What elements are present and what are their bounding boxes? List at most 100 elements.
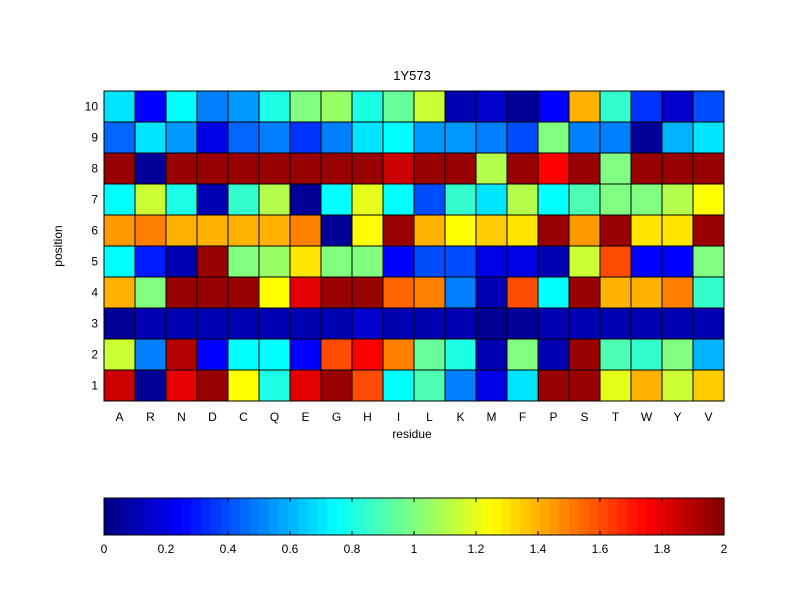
colorbar-band bbox=[549, 498, 560, 535]
heatmap-cell bbox=[320, 90, 353, 123]
colorbar-tick-label: 0.8 bbox=[344, 542, 361, 556]
heatmap-cell bbox=[661, 183, 694, 216]
heatmap-cell bbox=[568, 338, 601, 371]
heatmap-cell bbox=[165, 276, 198, 309]
colorbar-band bbox=[675, 498, 686, 535]
y-tick-label: 8 bbox=[91, 162, 98, 176]
heatmap-cell bbox=[475, 152, 508, 185]
heatmap-cell bbox=[537, 276, 570, 309]
heatmap-cell bbox=[475, 214, 508, 247]
heatmap-cell bbox=[444, 245, 477, 278]
heatmap-cell bbox=[289, 90, 322, 123]
heatmap-cell bbox=[196, 214, 229, 247]
heatmap-cell bbox=[165, 369, 198, 402]
x-tick-label: K bbox=[456, 410, 464, 424]
heatmap-cell bbox=[568, 183, 601, 216]
heatmap-cell bbox=[320, 307, 353, 340]
heatmap-cell bbox=[165, 183, 198, 216]
colorbar-band bbox=[365, 498, 376, 535]
heatmap-cell bbox=[568, 307, 601, 340]
x-tick-label: R bbox=[146, 410, 155, 424]
x-tick-label: V bbox=[704, 410, 712, 424]
heatmap-cell bbox=[165, 121, 198, 154]
x-tick-label: M bbox=[487, 410, 497, 424]
heatmap-cell bbox=[196, 152, 229, 185]
colorbar-band bbox=[656, 498, 667, 535]
heatmap-cell bbox=[692, 276, 725, 309]
colorbar-band bbox=[152, 498, 163, 535]
heatmap-cell bbox=[599, 245, 632, 278]
heatmap-cell bbox=[599, 369, 632, 402]
heatmap-cell bbox=[568, 152, 601, 185]
heatmap-cell bbox=[351, 183, 384, 216]
colorbar-band bbox=[220, 498, 231, 535]
colorbar-band bbox=[162, 498, 173, 535]
heatmap-cell bbox=[196, 369, 229, 402]
colorbar-band bbox=[520, 498, 531, 535]
heatmap-cell bbox=[444, 183, 477, 216]
heatmap-cell bbox=[351, 338, 384, 371]
y-axis-label: position bbox=[51, 225, 65, 266]
heatmap-cell bbox=[568, 245, 601, 278]
colorbar-tick-label: 1.8 bbox=[654, 542, 671, 556]
heatmap-cell bbox=[661, 369, 694, 402]
heatmap-cell bbox=[692, 338, 725, 371]
heatmap-cell bbox=[351, 276, 384, 309]
heatmap-cell bbox=[506, 90, 539, 123]
colorbar-band bbox=[404, 498, 415, 535]
heatmap-cell bbox=[630, 121, 663, 154]
heatmap-cell bbox=[227, 338, 260, 371]
x-tick-label: F bbox=[519, 410, 526, 424]
y-tick-label: 2 bbox=[91, 348, 98, 362]
heatmap-cell bbox=[258, 152, 291, 185]
heatmap-cell bbox=[630, 369, 663, 402]
heatmap-cell bbox=[351, 245, 384, 278]
heatmap-cell bbox=[475, 276, 508, 309]
heatmap-cell bbox=[382, 245, 415, 278]
y-tick-label: 1 bbox=[91, 379, 98, 393]
colorbar-band bbox=[113, 498, 124, 535]
heatmap-cell bbox=[537, 90, 570, 123]
heatmap-cell bbox=[382, 338, 415, 371]
heatmap-cell bbox=[692, 214, 725, 247]
heatmap-cell bbox=[475, 307, 508, 340]
heatmap-cell bbox=[320, 214, 353, 247]
heatmap-cell bbox=[630, 276, 663, 309]
heatmap-cell bbox=[413, 307, 446, 340]
x-tick-label: A bbox=[115, 410, 123, 424]
heatmap-cell bbox=[351, 90, 384, 123]
x-axis-label: residue bbox=[392, 427, 432, 441]
y-tick-label: 5 bbox=[91, 255, 98, 269]
y-tick-label: 3 bbox=[91, 317, 98, 331]
heatmap-cell bbox=[134, 214, 167, 247]
heatmap-cell bbox=[351, 214, 384, 247]
colorbar-band bbox=[462, 498, 473, 535]
colorbar-band bbox=[704, 498, 715, 535]
heatmap-cell bbox=[196, 307, 229, 340]
colorbar-tick-label: 0.6 bbox=[282, 542, 299, 556]
heatmap-cell bbox=[537, 307, 570, 340]
heatmap-cell bbox=[475, 369, 508, 402]
heatmap-cell bbox=[382, 214, 415, 247]
heatmap-cell bbox=[289, 307, 322, 340]
heatmap-cell bbox=[258, 214, 291, 247]
heatmap-cell bbox=[599, 183, 632, 216]
colorbar-band bbox=[288, 498, 299, 535]
colorbar-band bbox=[491, 498, 502, 535]
colorbar-band bbox=[346, 498, 357, 535]
heatmap-cell bbox=[258, 90, 291, 123]
heatmap-cell bbox=[444, 307, 477, 340]
heatmap-cell bbox=[196, 276, 229, 309]
colorbar-band bbox=[200, 498, 212, 535]
heatmap-cell bbox=[568, 369, 601, 402]
colorbar-band bbox=[317, 498, 328, 535]
plot-frame bbox=[103, 90, 725, 402]
y-tick-label: 10 bbox=[85, 100, 99, 114]
heatmap-cell bbox=[506, 121, 539, 154]
heatmap-cell bbox=[413, 245, 446, 278]
heatmap-cell bbox=[134, 121, 167, 154]
x-tick-label: G bbox=[332, 410, 341, 424]
heatmap-cell bbox=[537, 245, 570, 278]
heatmap-cell bbox=[134, 338, 167, 371]
